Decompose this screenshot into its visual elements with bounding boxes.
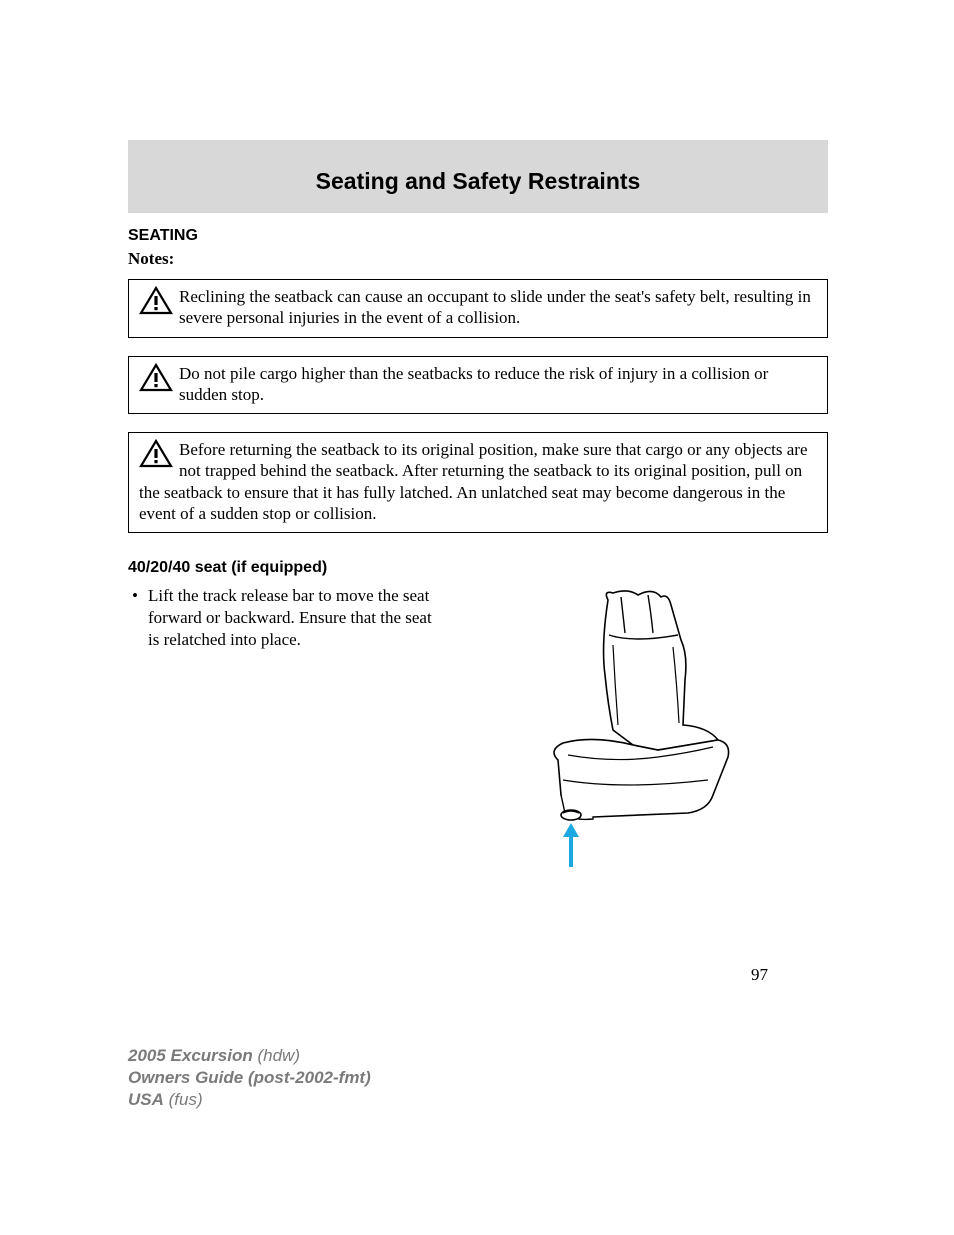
notes-label: Notes: [128, 249, 828, 269]
warning-text-2: Do not pile cargo higher than the seatba… [139, 363, 817, 406]
vehicle-code: (hdw) [253, 1046, 300, 1065]
bullet-column: • Lift the track release bar to move the… [128, 585, 438, 651]
warning-text-1: Reclining the seatback can cause an occu… [139, 286, 817, 329]
warning-box-3: Before returning the seatback to its ori… [128, 432, 828, 533]
warning-triangle-icon [139, 439, 173, 469]
region-code: (fus) [164, 1090, 203, 1109]
warning-text-3: Before returning the seatback to its ori… [139, 439, 817, 524]
chapter-header-bar: Seating and Safety Restraints [128, 140, 828, 213]
page-content: Seating and Safety Restraints SEATING No… [128, 140, 828, 985]
seat-diagram [513, 585, 753, 875]
figure-column [438, 585, 828, 875]
footer-block: 2005 Excursion (hdw) Owners Guide (post-… [128, 1045, 371, 1111]
bullet-marker: • [128, 585, 148, 651]
vehicle-name: 2005 Excursion [128, 1046, 253, 1065]
bullet-text: Lift the track release bar to move the s… [148, 585, 438, 651]
section-heading: SEATING [128, 227, 828, 245]
footer-line-3: USA (fus) [128, 1089, 371, 1111]
subsection-heading: 40/20/40 seat (if equipped) [128, 559, 828, 577]
warning-box-1: Reclining the seatback can cause an occu… [128, 279, 828, 338]
release-arrow-icon [563, 823, 579, 867]
warning-box-2: Do not pile cargo higher than the seatba… [128, 356, 828, 415]
warning-triangle-icon [139, 286, 173, 316]
warning-triangle-icon [139, 363, 173, 393]
bullet-item: • Lift the track release bar to move the… [128, 585, 438, 651]
chapter-title: Seating and Safety Restraints [148, 168, 808, 195]
region: USA [128, 1090, 164, 1109]
footer-line-2: Owners Guide (post-2002-fmt) [128, 1067, 371, 1089]
bullet-and-figure-row: • Lift the track release bar to move the… [128, 585, 828, 875]
page-number: 97 [128, 965, 828, 985]
footer-line-1: 2005 Excursion (hdw) [128, 1045, 371, 1067]
